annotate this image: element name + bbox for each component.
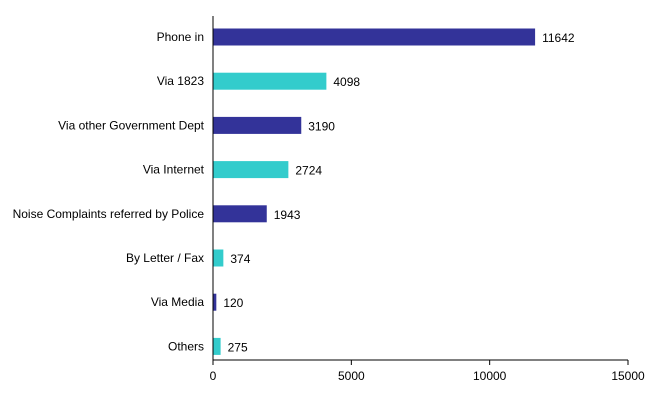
bar-6 <box>213 293 217 311</box>
category-label-5: By Letter / Fax <box>126 251 204 265</box>
value-label-5: 374 <box>230 252 250 266</box>
bar-1 <box>213 72 327 90</box>
x-tick-label-0: 0 <box>210 369 217 383</box>
category-label-3: Via Internet <box>143 163 205 177</box>
bars-layer <box>213 28 536 355</box>
category-label-2: Via other Government Dept <box>58 118 205 132</box>
bar-0 <box>213 28 536 46</box>
value-label-7: 275 <box>228 340 248 354</box>
value-label-0: 11642 <box>542 31 575 45</box>
value-label-3: 2724 <box>295 164 322 178</box>
x-axis: 0 5000 10000 15000 <box>210 16 645 383</box>
bar-4 <box>213 205 267 223</box>
x-tick-label-3: 15000 <box>611 369 645 383</box>
category-label-1: Via 1823 <box>157 74 204 88</box>
category-label-4: Noise Complaints referred by Police <box>13 207 205 221</box>
value-label-1: 4098 <box>333 75 360 89</box>
labels-layer: Phone in 11642 Via 1823 4098 Via other Gover… <box>13 30 575 354</box>
bar-5 <box>213 249 224 267</box>
category-label-0: Phone in <box>157 30 204 44</box>
x-tick-label-1: 5000 <box>338 369 365 383</box>
bar-3 <box>213 161 289 179</box>
value-label-4: 1943 <box>274 208 301 222</box>
bar-7 <box>213 337 221 355</box>
bar-2 <box>213 116 302 134</box>
category-label-7: Others <box>168 339 204 353</box>
category-label-6: Via Media <box>151 295 204 309</box>
value-label-2: 3190 <box>308 119 335 133</box>
x-tick-label-2: 10000 <box>473 369 507 383</box>
value-label-6: 120 <box>223 296 243 310</box>
